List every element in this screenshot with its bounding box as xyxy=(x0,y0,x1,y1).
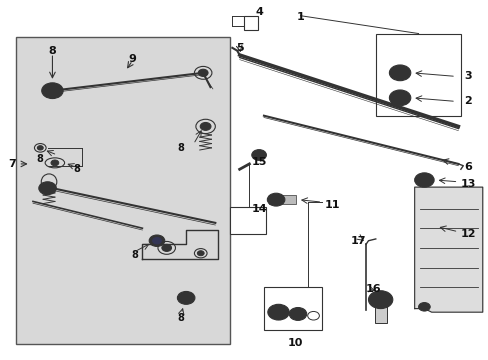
Circle shape xyxy=(197,251,203,256)
Text: 5: 5 xyxy=(235,43,243,53)
Text: 11: 11 xyxy=(324,200,339,210)
Text: 1: 1 xyxy=(296,13,304,22)
Circle shape xyxy=(41,83,63,99)
Text: 13: 13 xyxy=(460,179,475,189)
Circle shape xyxy=(418,302,429,311)
Circle shape xyxy=(162,244,171,251)
Text: 15: 15 xyxy=(251,157,266,167)
Text: 8: 8 xyxy=(48,46,56,57)
Circle shape xyxy=(43,185,52,192)
Circle shape xyxy=(37,146,43,150)
Circle shape xyxy=(51,160,59,166)
Text: 8: 8 xyxy=(178,143,184,153)
Text: 8: 8 xyxy=(131,250,138,260)
Bar xyxy=(375,33,460,116)
Bar xyxy=(243,16,258,30)
Circle shape xyxy=(181,294,191,301)
Bar xyxy=(229,207,266,234)
Circle shape xyxy=(393,94,405,102)
Circle shape xyxy=(267,304,288,320)
Text: 3: 3 xyxy=(464,71,471,81)
Bar xyxy=(374,301,386,323)
Circle shape xyxy=(46,86,58,95)
Text: 8: 8 xyxy=(37,154,43,163)
Text: 7: 7 xyxy=(8,159,16,169)
Circle shape xyxy=(177,292,195,304)
Circle shape xyxy=(419,176,428,184)
Text: 2: 2 xyxy=(463,96,471,107)
Circle shape xyxy=(149,235,164,247)
Text: 10: 10 xyxy=(287,338,303,347)
Circle shape xyxy=(200,122,210,130)
Circle shape xyxy=(288,307,306,320)
Text: 8: 8 xyxy=(73,164,80,174)
Circle shape xyxy=(267,193,285,206)
Circle shape xyxy=(255,152,263,158)
Polygon shape xyxy=(414,187,482,312)
Text: 12: 12 xyxy=(460,229,475,239)
Circle shape xyxy=(373,295,386,304)
Circle shape xyxy=(251,150,266,160)
Circle shape xyxy=(39,182,56,195)
Circle shape xyxy=(393,68,405,77)
Text: 8: 8 xyxy=(178,312,184,323)
Bar xyxy=(264,287,322,330)
Bar xyxy=(268,195,295,204)
Text: 14: 14 xyxy=(251,203,266,213)
Circle shape xyxy=(152,238,161,244)
Circle shape xyxy=(388,90,410,106)
Circle shape xyxy=(388,65,410,81)
Text: 6: 6 xyxy=(463,162,471,172)
Text: 4: 4 xyxy=(255,7,263,17)
Text: 9: 9 xyxy=(128,54,136,64)
Circle shape xyxy=(198,69,207,76)
Circle shape xyxy=(414,173,433,187)
Text: 17: 17 xyxy=(350,236,366,246)
Bar xyxy=(16,37,229,344)
Circle shape xyxy=(368,291,392,309)
Text: 16: 16 xyxy=(365,284,380,294)
